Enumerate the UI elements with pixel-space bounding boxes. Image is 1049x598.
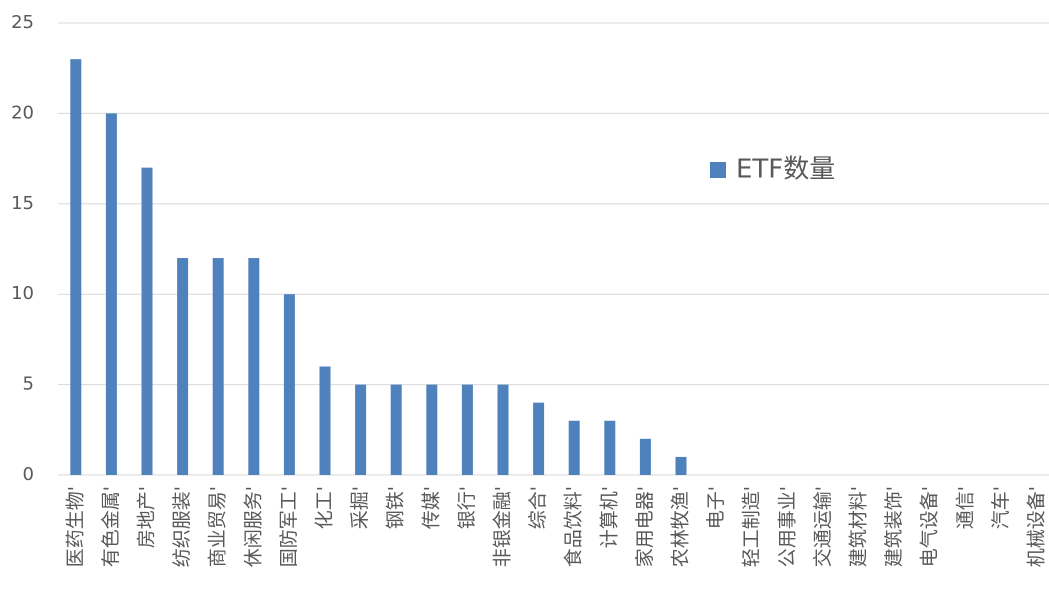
- y-tick-label: 0: [23, 464, 34, 485]
- bar: [426, 384, 438, 475]
- x-tick-label: 电气设备': [919, 486, 941, 567]
- x-tick-label: 公用事业': [776, 486, 798, 567]
- x-tick-label: 计算机': [598, 486, 620, 548]
- x-tick-label: 传媒': [420, 486, 442, 529]
- y-tick-label: 5: [23, 374, 34, 395]
- bar: [283, 294, 295, 475]
- bar: [604, 420, 616, 475]
- bar: [141, 167, 153, 475]
- bar: [675, 456, 687, 475]
- x-tick-label: 非银金融': [492, 486, 514, 567]
- x-tick-label: 有色金属': [100, 486, 122, 567]
- x-tick-label: 医药生物': [64, 486, 86, 567]
- x-tick-label: 机械设备': [1026, 486, 1048, 567]
- x-tick-label: 建筑材料': [848, 486, 870, 567]
- x-tick-label: 家用电器': [634, 486, 656, 567]
- x-tick-label: 休闲服务': [242, 486, 264, 567]
- legend-swatch: [710, 162, 726, 178]
- x-tick-label: 纺织服装': [171, 486, 193, 567]
- bar: [533, 402, 545, 475]
- legend-label: ETF数量: [736, 155, 835, 185]
- bar: [212, 258, 224, 475]
- bar: [390, 384, 402, 475]
- x-tick-label: 综合': [527, 486, 549, 529]
- bar: [70, 59, 82, 475]
- x-tick-label: 通信': [954, 486, 976, 529]
- bar: [105, 113, 117, 476]
- x-tick-label: 国防军工': [278, 486, 300, 567]
- y-tick-label: 10: [11, 283, 34, 304]
- bar: [177, 258, 189, 475]
- x-tick-label: 轻工制造': [741, 486, 763, 567]
- x-tick-label: 汽车': [990, 486, 1012, 529]
- bar: [319, 366, 331, 475]
- x-tick-label: 食品饮料': [563, 486, 585, 567]
- bar: [461, 384, 473, 475]
- x-tick-label: 化工': [314, 486, 336, 529]
- bar: [248, 258, 260, 475]
- bar: [497, 384, 509, 475]
- x-tick-label: 房地产': [136, 486, 158, 548]
- x-tick-label: 农林牧渔': [670, 486, 692, 567]
- y-tick-label: 25: [11, 12, 34, 33]
- x-tick-label: 采掘': [349, 486, 371, 529]
- bar: [355, 384, 367, 475]
- x-tick-label: 商业贸易': [207, 486, 229, 567]
- y-tick-label: 20: [11, 102, 34, 123]
- y-tick-label: 15: [11, 193, 34, 214]
- bar: [639, 438, 651, 475]
- x-tick-label: 建筑装饰': [883, 486, 905, 567]
- bar: [568, 420, 580, 475]
- x-tick-label: 银行': [456, 486, 478, 529]
- x-tick-label: 交通运输': [812, 486, 834, 567]
- x-tick-label: 电子': [705, 486, 727, 529]
- x-tick-label: 钢铁': [385, 486, 407, 529]
